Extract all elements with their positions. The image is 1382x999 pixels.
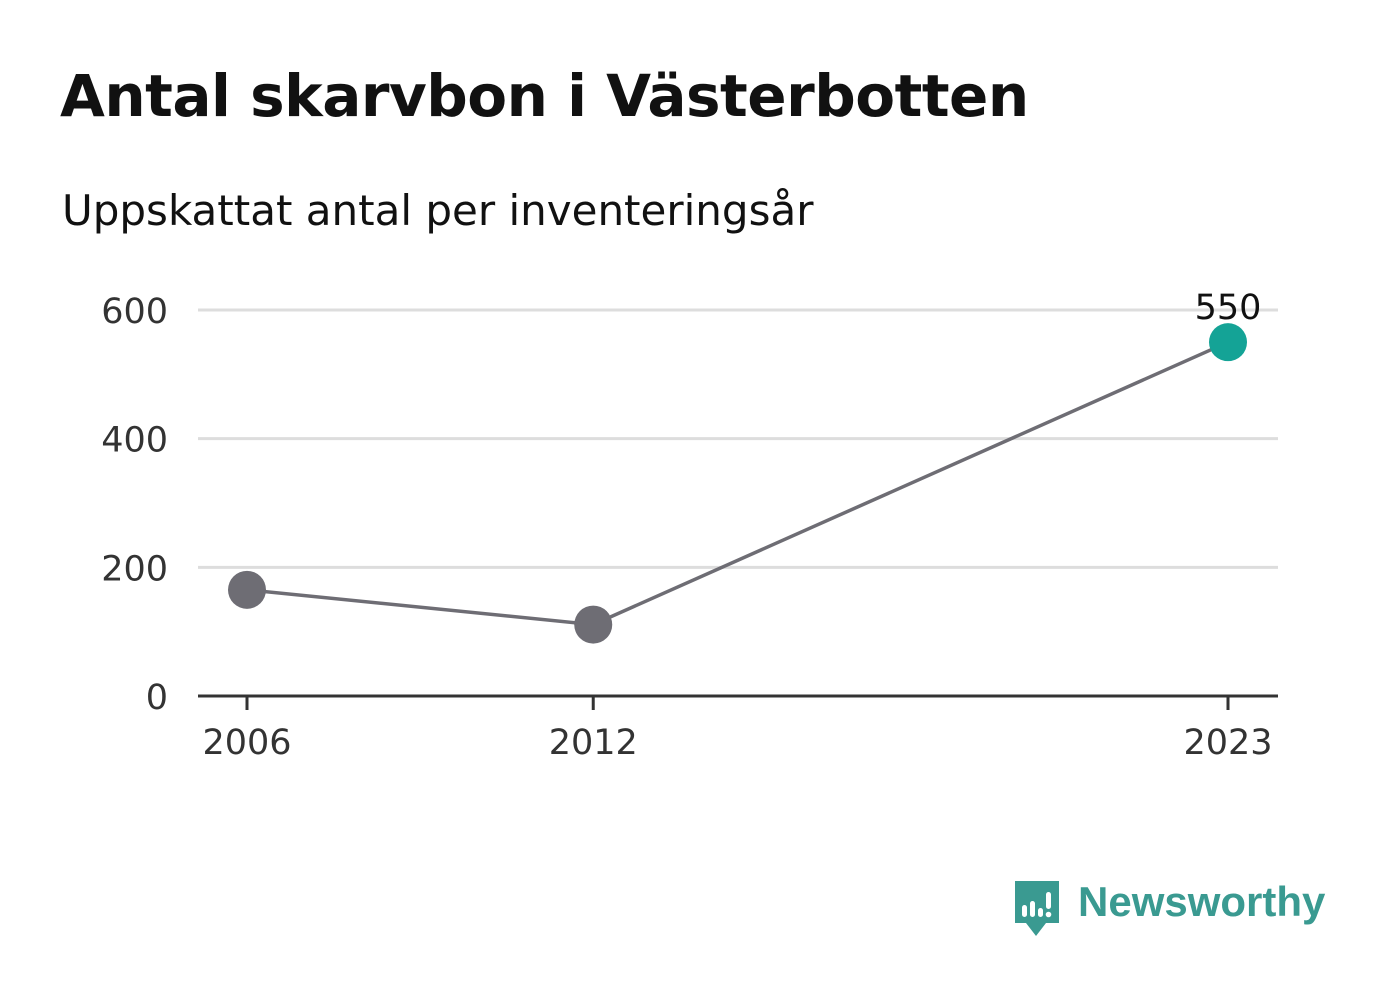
newsworthy-bars-icon (1015, 881, 1059, 936)
x-tick-label: 2023 (1183, 723, 1272, 763)
y-tick-label: 600 (101, 292, 168, 332)
newsworthy-logo: Newsworthy (1012, 878, 1325, 942)
y-tick-label: 400 (101, 421, 168, 461)
series-line (246, 340, 1229, 627)
y-tick-label: 0 (146, 678, 168, 718)
brand-name: Newsworthy (1078, 878, 1326, 925)
data-label: 550 (1195, 288, 1262, 328)
y-tick-label: 200 (101, 549, 168, 589)
x-tick-label: 2012 (549, 723, 638, 763)
data-point (574, 605, 613, 644)
data-point (228, 570, 266, 609)
x-tick-label: 2006 (202, 723, 291, 763)
chart-title: Antal skarvbon i Västerbotten (60, 62, 1029, 130)
chart-subtitle: Uppskattat antal per inventeringsår (62, 186, 814, 235)
data-point (1209, 323, 1247, 362)
